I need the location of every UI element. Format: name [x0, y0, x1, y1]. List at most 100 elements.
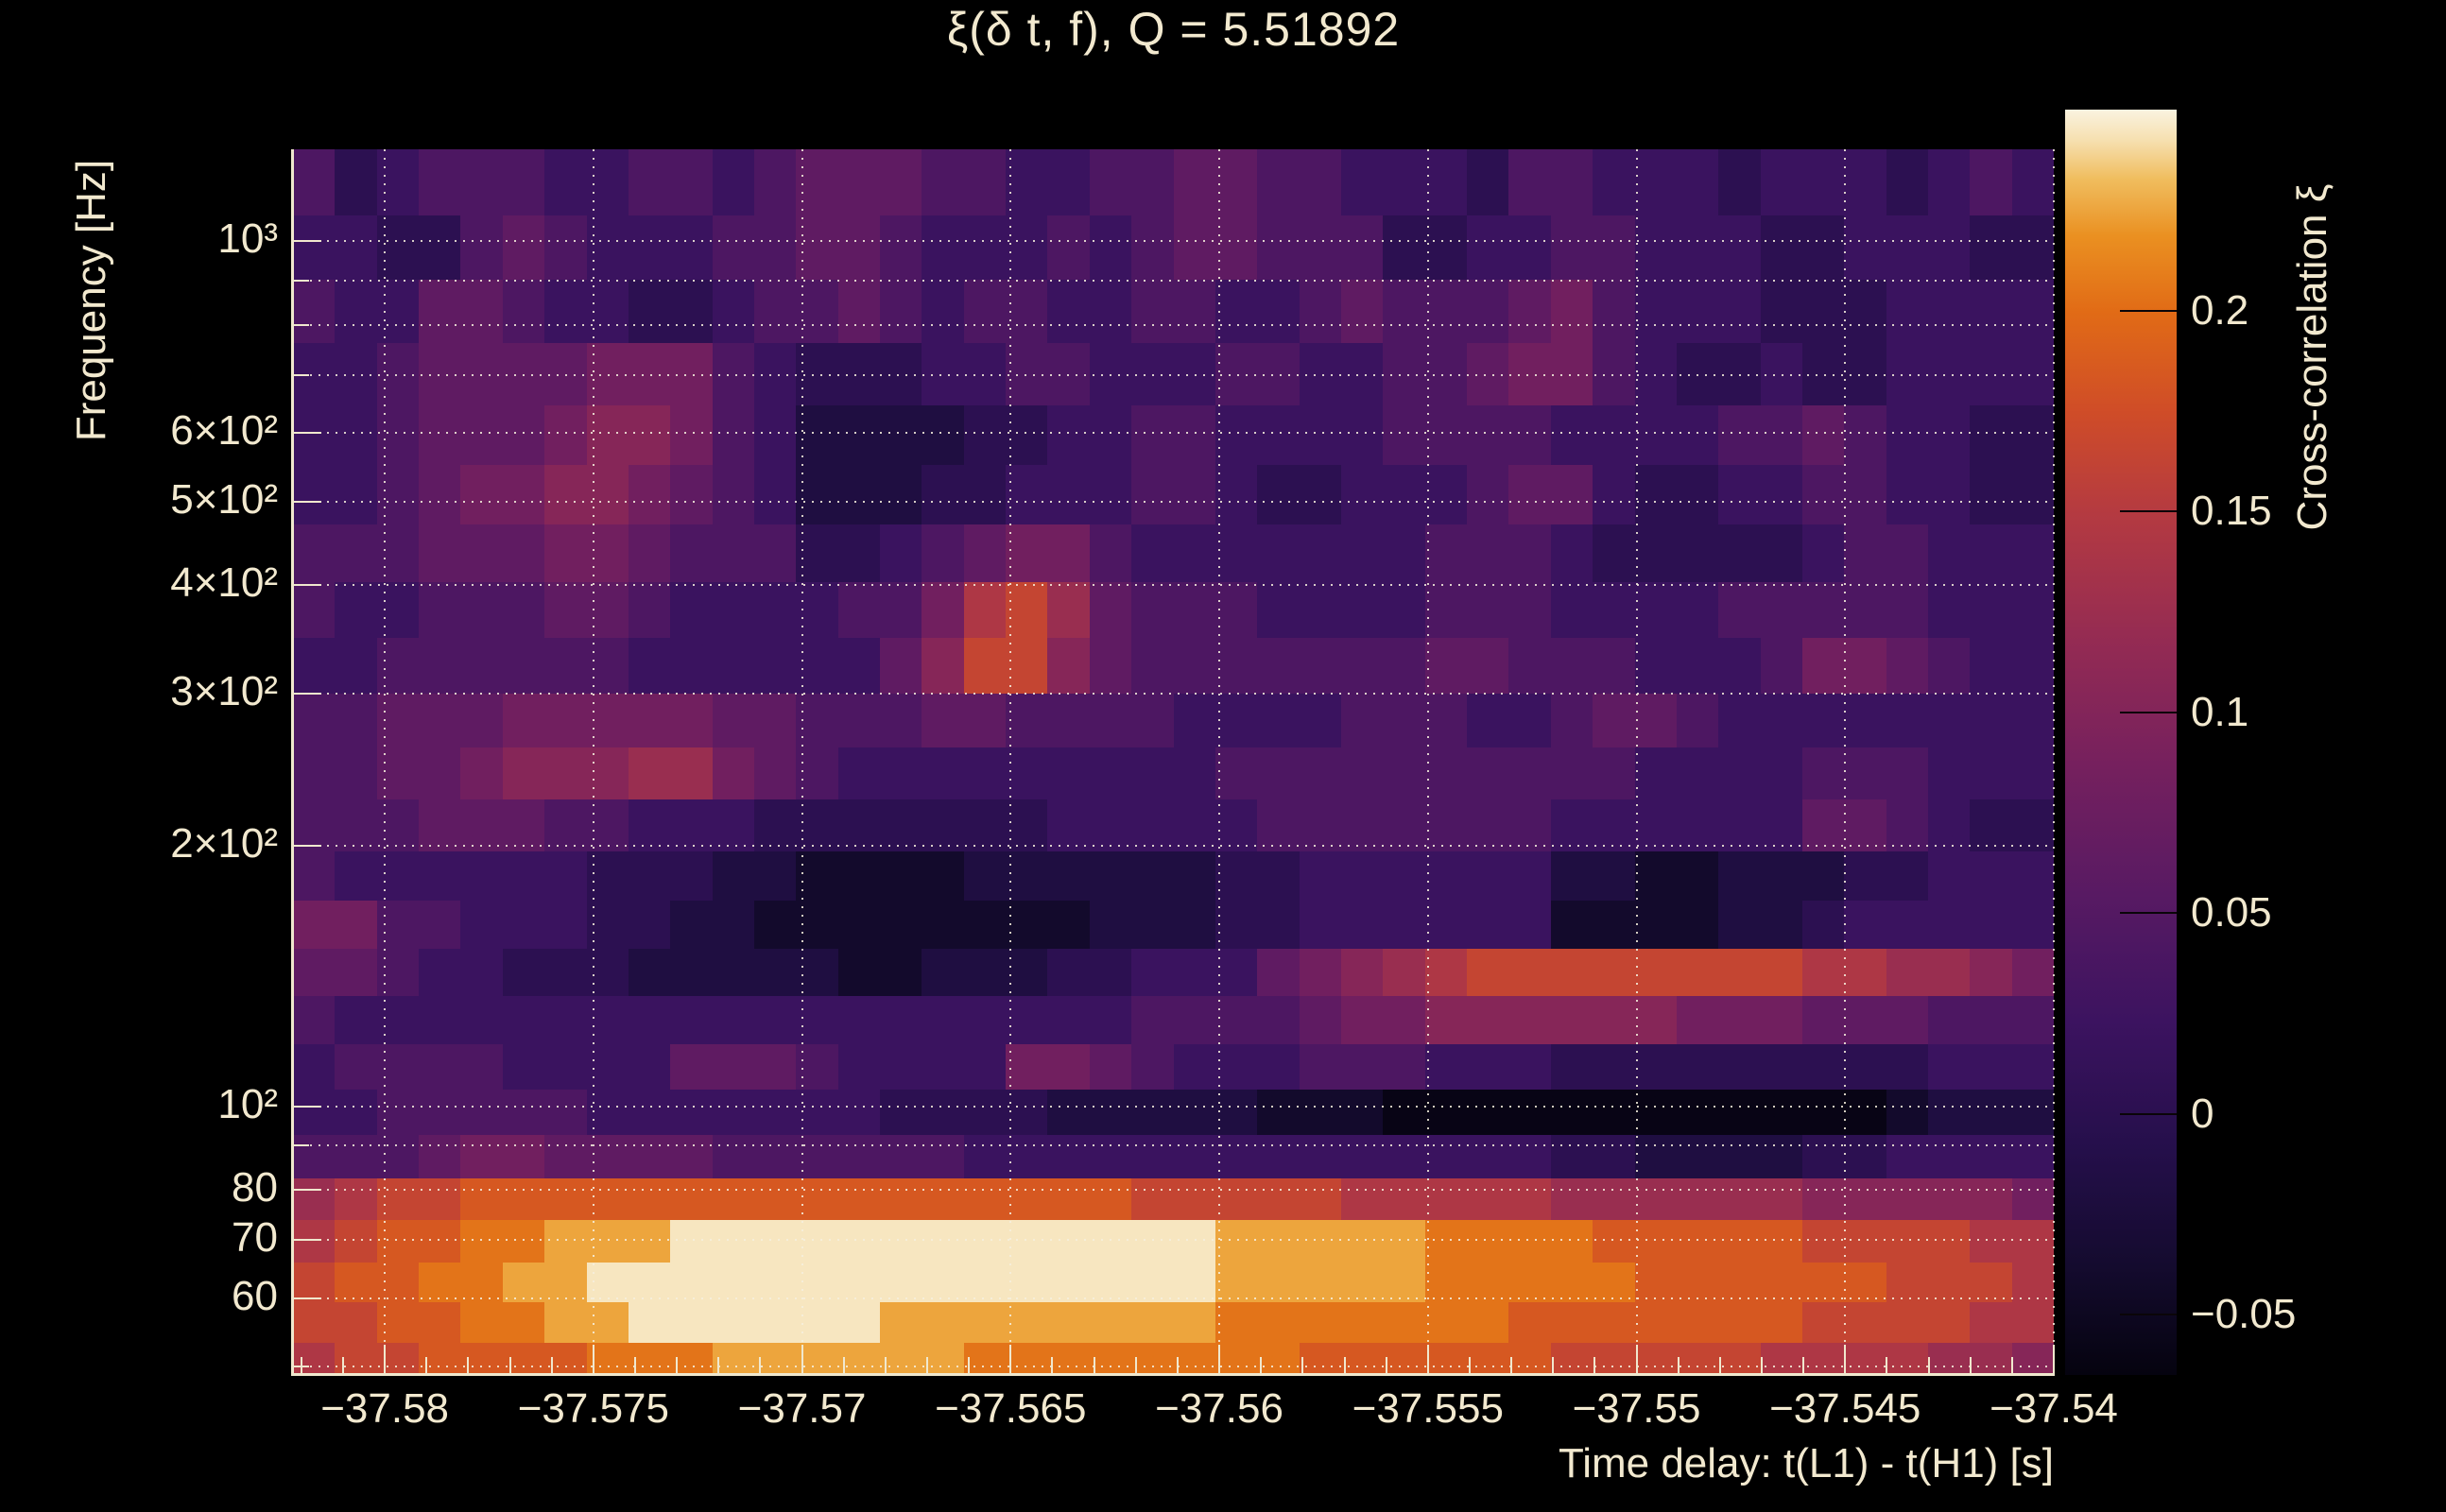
heatmap-cell [502, 1043, 545, 1091]
heatmap-cell [1173, 747, 1215, 801]
heatmap-cell [880, 149, 922, 216]
heatmap-cell [1886, 996, 1929, 1045]
heatmap-cell [753, 900, 797, 950]
heatmap-cell [628, 280, 671, 344]
heatmap-cell [1424, 149, 1468, 216]
heatmap-cell [1383, 1262, 1425, 1303]
heatmap-cell [1467, 747, 1509, 801]
heatmap-cell [1928, 343, 1971, 406]
heatmap-cell [419, 343, 461, 406]
heatmap-cell [1340, 747, 1384, 801]
heatmap-cell [1006, 1177, 1048, 1221]
heatmap-cell [628, 693, 671, 748]
heatmap-cell [880, 1262, 922, 1303]
heatmap-cell [922, 581, 964, 639]
heatmap-cell [2011, 1177, 2055, 1221]
heatmap-cell [670, 693, 713, 748]
heatmap-cell [1467, 149, 1509, 216]
heatmap-cell [1467, 1262, 1509, 1303]
heatmap-cell [1047, 581, 1090, 639]
heatmap-cell [1886, 524, 1929, 583]
heatmap-cell [419, 404, 461, 466]
heatmap-cell [1593, 637, 1635, 695]
heatmap-row [293, 900, 2055, 950]
heatmap-cell [670, 1134, 713, 1179]
y-tick-label: 5×10² [170, 475, 278, 523]
heatmap-cell [1550, 581, 1593, 639]
heatmap-cell [1299, 280, 1341, 344]
heatmap-cell [2011, 215, 2055, 281]
heatmap-cell [712, 747, 754, 801]
heatmap-cell [796, 1220, 838, 1263]
heatmap-cell [1340, 581, 1384, 639]
heatmap-cell [335, 693, 377, 748]
heatmap-cell [1676, 949, 1719, 997]
heatmap-cell [335, 799, 377, 852]
heatmap-cell [1006, 524, 1048, 583]
y-tick-label: 3×10² [170, 667, 278, 714]
heatmap-cell [502, 343, 545, 406]
chart-title: ξ(δ t, f), Q = 5.51892 [946, 3, 1401, 56]
heatmap-cell [502, 280, 545, 344]
heatmap-cell [293, 465, 336, 525]
heatmap-cell [628, 1134, 671, 1179]
heatmap-cell [1047, 949, 1090, 997]
heatmap-cell [796, 280, 838, 344]
heatmap-cell [586, 1177, 629, 1221]
heatmap-cell [419, 1220, 461, 1263]
heatmap-cell [1047, 1043, 1090, 1091]
heatmap-cell [796, 524, 838, 583]
heatmap-cell [837, 404, 881, 466]
heatmap-cell [460, 1302, 503, 1344]
heatmap-cell [1173, 1220, 1215, 1263]
heatmap-cell [1550, 637, 1593, 695]
heatmap-cell [1131, 149, 1174, 216]
heatmap-cell [1844, 1262, 1886, 1303]
heatmap-cell [1006, 1043, 1048, 1091]
heatmap-cell [1214, 280, 1258, 344]
heatmap-cell [460, 343, 503, 406]
heatmap-cell [1257, 851, 1300, 902]
heatmap-cell [419, 799, 461, 852]
heatmap-row [293, 524, 2055, 583]
heatmap-cell [1801, 637, 1845, 695]
heatmap-cell [1340, 996, 1384, 1045]
heatmap-cell [1718, 799, 1761, 852]
heatmap-cell [376, 404, 420, 466]
heatmap-cell [1047, 280, 1090, 344]
heatmap-cell [670, 1302, 713, 1344]
heatmap-cell [1593, 693, 1635, 748]
heatmap-cell [796, 1262, 838, 1303]
heatmap-cell [460, 581, 503, 639]
heatmap-cell [1886, 1302, 1929, 1344]
heatmap-cell [1508, 949, 1551, 997]
heatmap-cell [922, 949, 964, 997]
heatmap-cell [376, 949, 420, 997]
heatmap-cell [502, 581, 545, 639]
heatmap-cell [1424, 799, 1468, 852]
heatmap-cell [1676, 1177, 1719, 1221]
heatmap-row [293, 465, 2055, 525]
heatmap-cell [1257, 637, 1300, 695]
heatmap-cell [1970, 1220, 2012, 1263]
heatmap-cell [753, 581, 797, 639]
heatmap-cell [1383, 215, 1425, 281]
heatmap-cell [1801, 1134, 1845, 1179]
heatmap-cell [1299, 1134, 1341, 1179]
heatmap-cell [1676, 280, 1719, 344]
heatmap-cell [335, 1302, 377, 1344]
heatmap-row [293, 1262, 2055, 1303]
heatmap-cell [1089, 747, 1132, 801]
heatmap-cell [1299, 693, 1341, 748]
heatmap-cell [1886, 1134, 1929, 1179]
heatmap-cell [1006, 404, 1048, 466]
heatmap-cell [1257, 581, 1300, 639]
heatmap-cell [293, 1177, 336, 1221]
heatmap-cell [1593, 1134, 1635, 1179]
heatmap-cell [1383, 949, 1425, 997]
heatmap-cell [1047, 465, 1090, 525]
heatmap-cell [1886, 343, 1929, 406]
heatmap-cell [1257, 747, 1300, 801]
heatmap-cell [796, 404, 838, 466]
heatmap-cell [293, 1262, 336, 1303]
